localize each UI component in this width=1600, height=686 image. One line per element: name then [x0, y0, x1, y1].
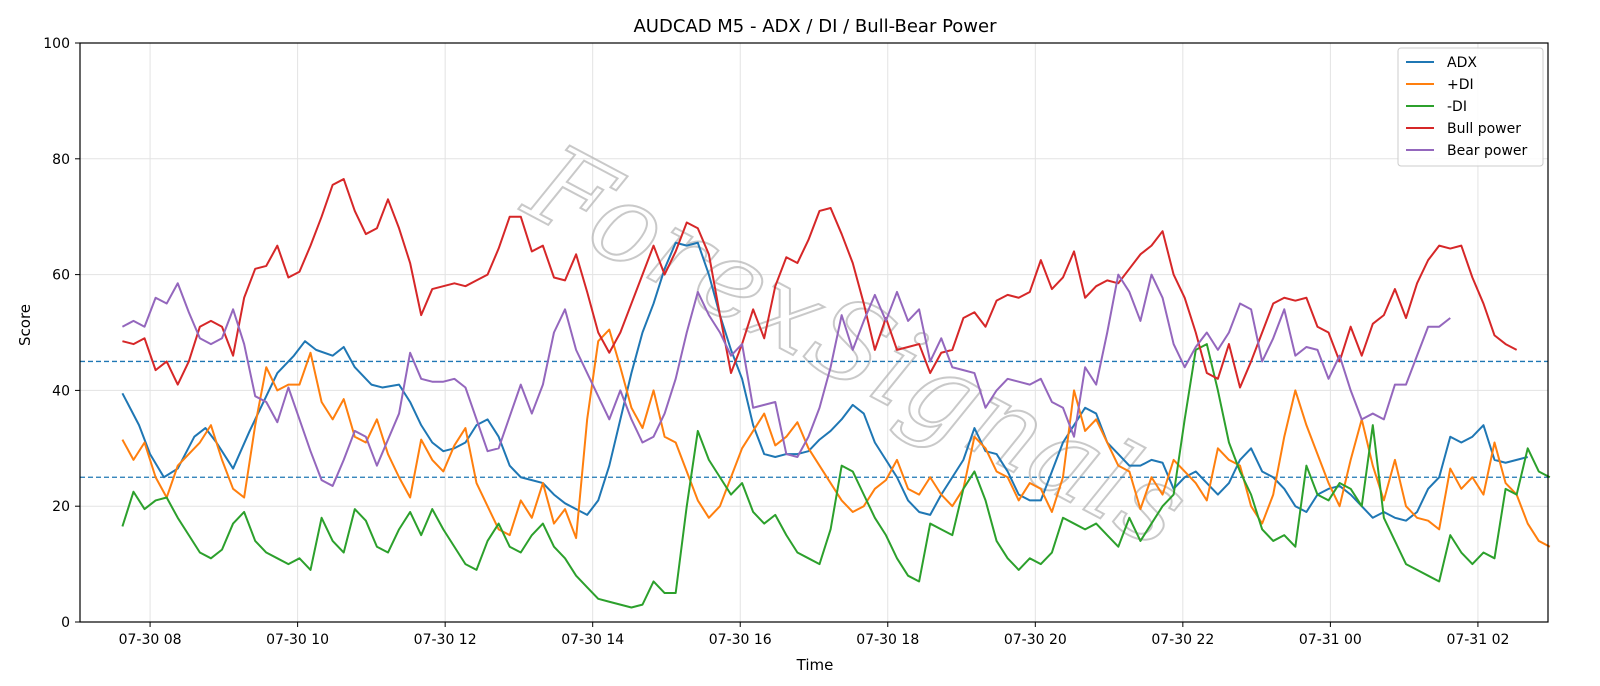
- legend-label: Bull power: [1447, 121, 1521, 137]
- x-tick-label: 07-30 08: [119, 632, 182, 648]
- y-axis-ticks: 0 20 40 60 80 100: [43, 36, 80, 631]
- y-axis-label: Score: [16, 304, 34, 346]
- x-tick-label: 07-30 20: [1004, 632, 1067, 648]
- legend-label: ADX: [1447, 55, 1477, 71]
- grid-lines: [80, 42, 1548, 623]
- y-tick-label: 20: [52, 499, 70, 515]
- x-tick-label: 07-30 14: [561, 632, 624, 648]
- series-line-bull-power: [122, 178, 1518, 389]
- reference-lines: [80, 360, 1548, 478]
- legend-box: [1397, 47, 1544, 167]
- x-tick-label: 07-30 18: [856, 632, 919, 648]
- y-tick-label: 100: [43, 36, 70, 52]
- x-tick-label: 07-31 02: [1446, 632, 1509, 648]
- legend: ADX +DI -DI Bull power Bear power: [1397, 47, 1544, 167]
- x-axis-label: Time: [796, 656, 834, 674]
- y-tick-label: 60: [52, 268, 70, 284]
- series-line--di: [121, 343, 1551, 609]
- y-tick-label: 80: [52, 152, 70, 168]
- legend-label: +DI: [1447, 77, 1474, 93]
- y-tick-label: 40: [52, 383, 70, 399]
- x-tick-label: 07-30 16: [709, 632, 772, 648]
- plot-frame: [79, 42, 1549, 623]
- legend-label: -DI: [1447, 99, 1467, 115]
- y-tick-label: 0: [61, 615, 70, 631]
- x-axis-ticks: 07-30 08 07-30 10 07-30 12 07-30 14 07-30 16…: [119, 622, 1509, 648]
- x-tick-label: 07-30 22: [1151, 632, 1214, 648]
- x-tick-label: 07-30 12: [414, 632, 477, 648]
- legend-label: Bear power: [1447, 143, 1528, 159]
- x-tick-label: 07-31 00: [1299, 632, 1362, 648]
- series-line-bear-power: [121, 273, 1451, 487]
- series-lines: [121, 178, 1551, 609]
- chart-title: AUDCAD M5 - ADX / DI / Bull-Bear Power: [633, 16, 997, 37]
- x-tick-label: 07-30 10: [266, 632, 329, 648]
